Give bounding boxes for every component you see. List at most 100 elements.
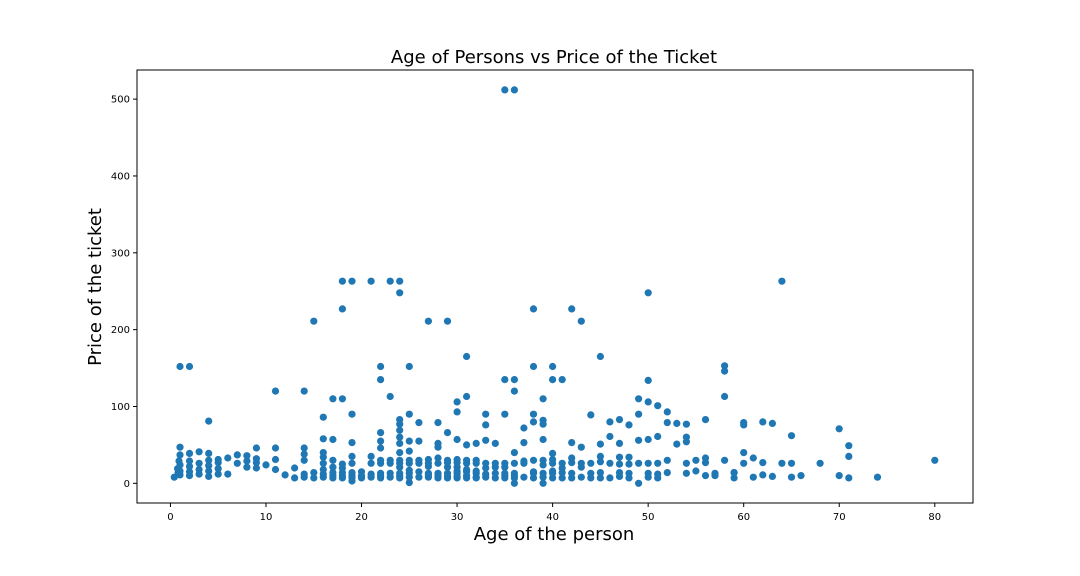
- scatter-point: [338, 395, 346, 403]
- scatter-point: [835, 472, 843, 480]
- scatter-point: [682, 469, 691, 477]
- scatter-point: [549, 449, 557, 457]
- scatter-point: [319, 449, 327, 457]
- scatter-point: [205, 472, 213, 480]
- scatter-point: [233, 459, 241, 467]
- scatter-point: [529, 410, 538, 418]
- scatter-point: [176, 443, 184, 451]
- scatter-point: [615, 453, 624, 461]
- scatter-point: [348, 277, 356, 285]
- y-tick-label: 300: [111, 248, 130, 259]
- scatter-point: [596, 352, 605, 361]
- scatter-point: [529, 362, 538, 371]
- scatter-point: [759, 471, 767, 479]
- scatter-point: [568, 305, 576, 313]
- scatter-point: [396, 289, 404, 297]
- scatter-point: [377, 362, 385, 371]
- scatter-point: [768, 419, 777, 427]
- scatter-point: [434, 459, 442, 467]
- scatter-point: [692, 467, 700, 475]
- x-tick-label: 10: [260, 512, 273, 523]
- scatter-point: [568, 439, 576, 447]
- scatter-point: [663, 469, 671, 477]
- scatter-point: [348, 439, 356, 447]
- scatter-point: [271, 444, 280, 452]
- scatter-point: [252, 464, 260, 472]
- scatter-point: [300, 387, 308, 395]
- scatter-point: [205, 417, 213, 425]
- scatter-point: [759, 418, 767, 426]
- scatter-point: [529, 468, 538, 476]
- scatter-point: [463, 441, 471, 449]
- scatter-point: [778, 459, 786, 467]
- scatter-point: [377, 429, 385, 437]
- scatter-point: [367, 470, 375, 478]
- scatter-point: [701, 416, 710, 424]
- scatter-point: [740, 449, 748, 457]
- scatter-point: [845, 452, 853, 460]
- scatter-point: [510, 459, 518, 467]
- scatter-point: [195, 470, 203, 478]
- scatter-point: [596, 469, 605, 477]
- scatter-point: [768, 472, 777, 480]
- scatter-point: [252, 455, 260, 463]
- scatter-point: [730, 469, 738, 477]
- scatter-point: [243, 463, 251, 471]
- scatter-point: [338, 460, 346, 468]
- scatter-point: [606, 474, 614, 482]
- scatter-point: [185, 362, 194, 371]
- scatter-point: [405, 479, 413, 487]
- scatter-point: [443, 469, 452, 477]
- scatter-point: [377, 376, 385, 384]
- scatter-point: [443, 317, 452, 325]
- scatter-point: [463, 465, 471, 474]
- scatter-point: [845, 474, 853, 482]
- x-axis-ticks: 0 10 20 30 40 50 60 70 80: [167, 503, 941, 523]
- scatter-point: [787, 432, 796, 440]
- plot-frame: [136, 69, 974, 504]
- scatter-point: [185, 457, 194, 465]
- scatter-point: [176, 461, 184, 469]
- scatter-point: [701, 459, 710, 467]
- scatter-point: [816, 459, 824, 467]
- scatter-point: [367, 277, 375, 285]
- scatter-point: [510, 469, 518, 477]
- scatter-point: [205, 462, 213, 470]
- scatter-point: [396, 469, 404, 477]
- scatter-point: [510, 479, 518, 487]
- scatter-point: [472, 467, 480, 475]
- scatter-point: [539, 395, 547, 403]
- scatter-point: [539, 469, 547, 477]
- scatter-point: [319, 435, 327, 443]
- scatter-point: [558, 459, 566, 467]
- scatter-point: [415, 468, 423, 476]
- scatter-point: [453, 408, 461, 416]
- scatter-point: [692, 456, 700, 464]
- scatter-point: [243, 457, 251, 465]
- scatter-point: [510, 86, 518, 94]
- scatter-point: [529, 305, 538, 313]
- scatter-point: [348, 410, 356, 418]
- scatter-point: [319, 459, 327, 467]
- scatter-point: [405, 410, 413, 418]
- scatter-point: [224, 470, 232, 478]
- scatter-point: [606, 418, 614, 426]
- scatter-point: [415, 473, 423, 481]
- scatter-point: [367, 459, 375, 467]
- scatter-point: [271, 387, 280, 395]
- scatter-point: [749, 473, 757, 481]
- scatter-point: [405, 466, 413, 474]
- scatter-point: [635, 395, 643, 403]
- scatter-point: [271, 455, 280, 464]
- scatter-point: [424, 469, 432, 477]
- scatter-point: [300, 456, 308, 464]
- scatter-point: [300, 444, 308, 452]
- scatter-point: [539, 479, 547, 487]
- scatter-point: [501, 86, 509, 94]
- scatter-point: [568, 454, 576, 462]
- scatter-point: [424, 455, 432, 464]
- scatter-point: [176, 451, 184, 459]
- scatter-point: [482, 459, 490, 467]
- scatter-point: [243, 452, 251, 460]
